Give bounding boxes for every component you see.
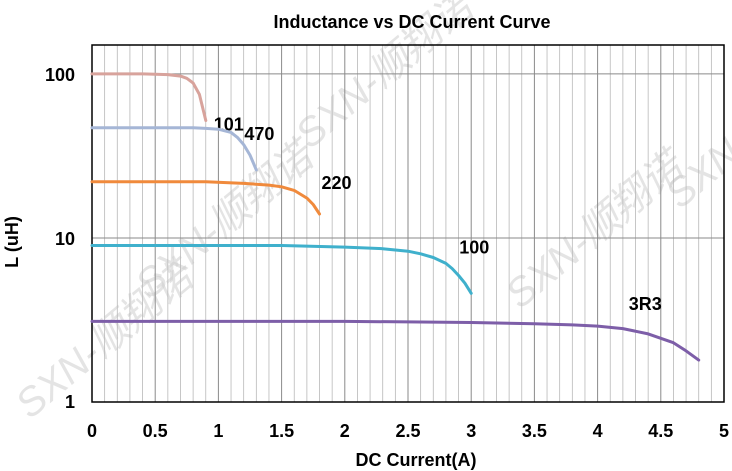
y-tick-label: 10 — [55, 229, 75, 249]
series-label-470: 470 — [244, 124, 274, 144]
x-tick-label: 3 — [466, 421, 476, 441]
series-line-3R3 — [90, 319, 701, 362]
y-tick-label: 1 — [65, 392, 75, 412]
series-line-101 — [90, 72, 208, 122]
watermark-text: SXN-顺翔诺 — [8, 251, 206, 427]
y-tick-labels: 1 10 100 — [45, 65, 75, 412]
x-axis-label: DC Current(A) — [356, 450, 477, 470]
series-label-3R3: 3R3 — [629, 294, 662, 314]
series-line-470 — [90, 126, 258, 172]
x-tick-label: 0.5 — [143, 421, 168, 441]
x-tick-label: 5 — [719, 421, 729, 441]
series-label-220: 220 — [322, 173, 352, 193]
x-tick-label: 0 — [87, 421, 97, 441]
grid-lines — [91, 45, 725, 402]
watermark-text: SXN-顺翔诺 — [498, 141, 696, 317]
x-tick-label: 2 — [340, 421, 350, 441]
watermark-text: SXN-顺翔诺 — [658, 41, 732, 217]
x-tick-label: 1 — [213, 421, 223, 441]
x-tick-label: 3.5 — [522, 421, 547, 441]
series-label-100: 100 — [459, 237, 489, 257]
plot-frame — [91, 44, 725, 403]
y-tick-label: 100 — [45, 65, 75, 85]
x-tick-label: 1.5 — [269, 421, 294, 441]
series-line-220 — [90, 180, 321, 216]
x-tick-label: 2.5 — [395, 421, 420, 441]
x-tick-labels: 0 0.5 1 1.5 2 2.5 3 3.5 4 4.5 5 — [87, 421, 729, 441]
series-line-100 — [90, 244, 473, 295]
x-tick-label: 4 — [593, 421, 603, 441]
chart-title: Inductance vs DC Current Curve — [273, 12, 550, 32]
x-tick-label: 4.5 — [648, 421, 673, 441]
y-axis-label: L (uH) — [2, 216, 22, 268]
